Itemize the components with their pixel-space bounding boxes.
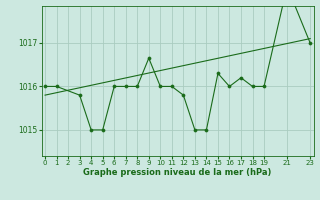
X-axis label: Graphe pression niveau de la mer (hPa): Graphe pression niveau de la mer (hPa) (84, 168, 272, 177)
